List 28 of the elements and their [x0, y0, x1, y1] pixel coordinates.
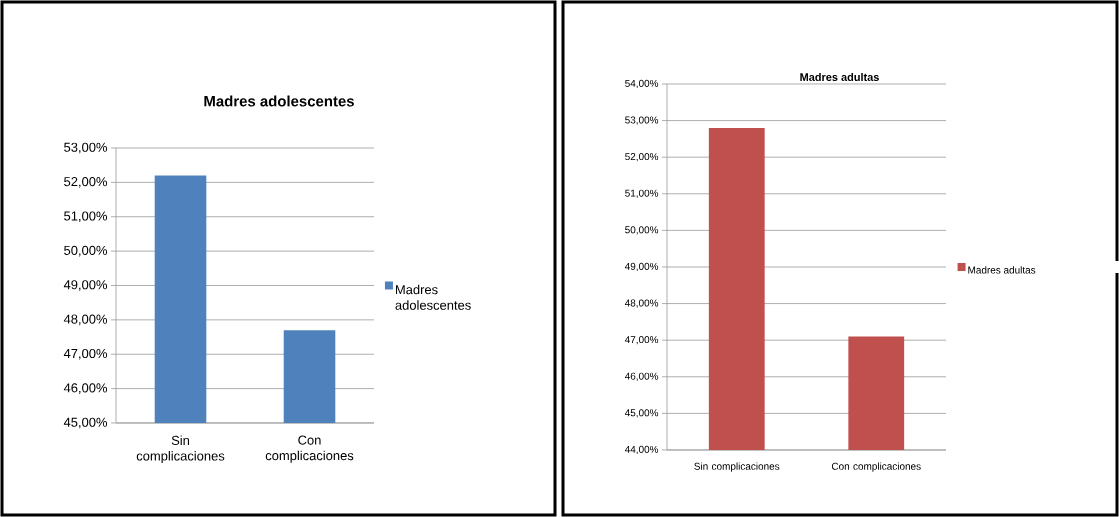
y-tick-label: 44,00% [624, 445, 659, 455]
legend-label: Madres adultas [968, 266, 1036, 274]
y-tick-label: 46,00% [624, 372, 659, 381]
y-tick-label: 49,00% [624, 262, 659, 272]
x-tick-label: Con complicaciones [831, 462, 921, 472]
x-tick-label: Sin complicaciones [694, 462, 780, 472]
legend-label: Madres adolescentes [395, 284, 471, 310]
y-tick-label: 47,00% [624, 336, 659, 345]
y-tick-label: 52,00% [64, 177, 108, 188]
y-tick-label: 53,00% [625, 116, 659, 125]
y-tick-label: 45,00% [63, 417, 108, 429]
y-tick-label: 47,00% [63, 348, 108, 360]
y-tick-label: 53,00% [64, 142, 108, 154]
y-tick-label: 49,00% [63, 280, 108, 291]
y-tick-label: 48,00% [624, 299, 659, 308]
chart-title: Madres adultas [800, 72, 879, 82]
y-tick-label: 51,00% [625, 189, 659, 198]
x-tick-label: Sin complicaciones [136, 435, 225, 464]
x-tick-label: Con complicaciones [265, 435, 354, 463]
y-tick-label: 52,00% [625, 153, 659, 162]
y-tick-label: 46,00% [63, 383, 108, 394]
y-tick-label: 54,00% [625, 79, 659, 89]
y-tick-label: 45,00% [624, 409, 659, 418]
y-tick-label: 50,00% [625, 226, 659, 235]
y-tick-label: 51,00% [64, 211, 108, 223]
y-tick-label: 48,00% [63, 314, 108, 326]
chart-title: Madres adolescentes [204, 95, 354, 107]
y-tick-label: 50,00% [64, 245, 108, 257]
